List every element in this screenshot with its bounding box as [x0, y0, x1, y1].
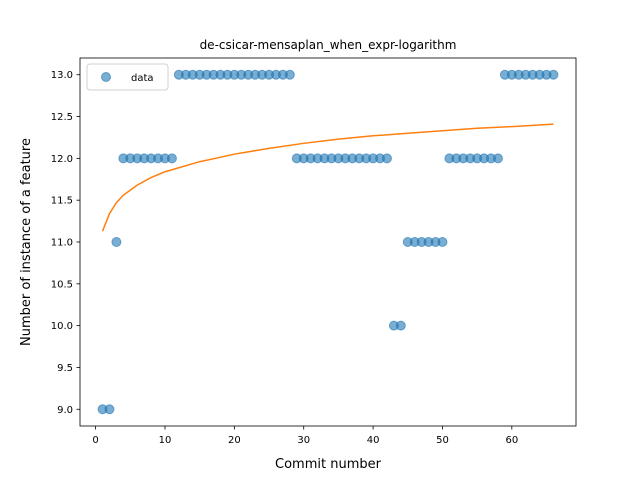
- legend-box: [86, 63, 169, 91]
- y-tick-label: 11.5: [51, 196, 73, 207]
- y-tick-label: 11.0: [51, 238, 73, 249]
- data-point: [104, 404, 115, 415]
- x-tick-label: 30: [297, 435, 310, 446]
- y-tick-label: 12.5: [51, 112, 73, 123]
- data-point: [111, 237, 122, 247]
- data-point: [548, 69, 559, 80]
- x-tick-label: 60: [505, 435, 518, 446]
- x-axis: 0 10 20 30 40 50 60: [92, 426, 518, 446]
- y-tick-label: 9.5: [57, 363, 73, 374]
- legend: data: [86, 63, 169, 91]
- y-tick-label: 13.0: [51, 70, 73, 81]
- y-axis-label: Number of instance of a feature: [19, 138, 34, 346]
- trend-line: [101, 123, 554, 232]
- data-point: [381, 153, 392, 164]
- x-tick-label: 0: [92, 435, 98, 446]
- y-tick-label: 10.0: [51, 321, 73, 332]
- y-tick-label: 10.5: [51, 279, 73, 290]
- legend-label-data: data: [131, 73, 154, 84]
- x-tick-label: 10: [159, 435, 172, 446]
- data-point: [395, 320, 406, 331]
- data-point: [166, 153, 177, 164]
- y-tick-label: 9.0: [57, 405, 73, 416]
- x-tick-label: 20: [228, 435, 241, 446]
- x-axis-label: Commit number: [275, 457, 382, 472]
- x-tick-label: 50: [436, 435, 449, 446]
- axes-frame: [79, 57, 577, 427]
- x-tick-label: 40: [367, 435, 380, 446]
- plot-area: [79, 57, 577, 427]
- chart-title: de-csicar-mensaplan_when_expr-logarithm: [200, 38, 457, 52]
- data-point: [492, 153, 503, 164]
- legend-marker: [101, 72, 111, 82]
- y-tick-label: 12.0: [51, 154, 73, 165]
- data-point: [437, 237, 448, 247]
- y-axis: 9.0 9.5 10.0 10.5 11.0 11.5 12.0 12.5 13.0: [51, 70, 80, 416]
- data-point: [284, 69, 295, 80]
